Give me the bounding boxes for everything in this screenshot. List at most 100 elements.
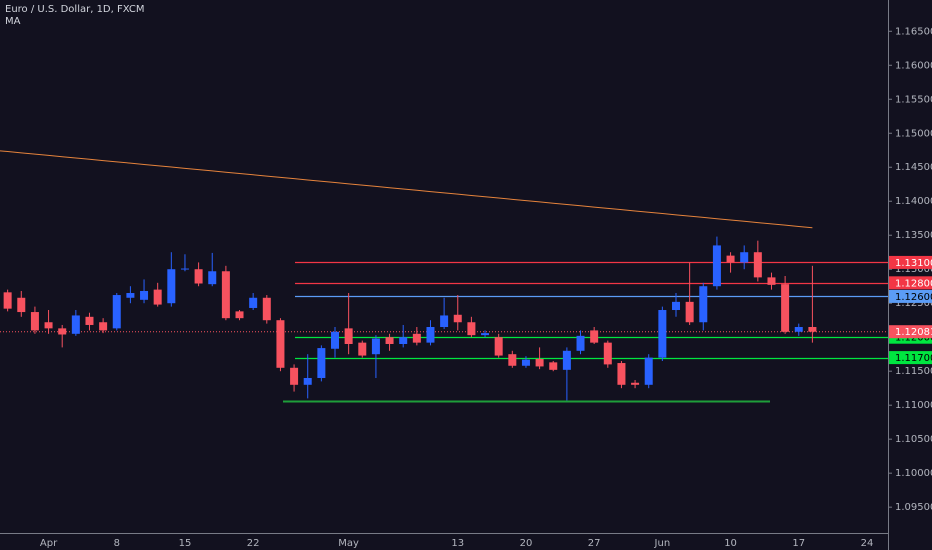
candle-body [481,333,490,336]
y-tick-label: 1.14500 [895,162,932,173]
candle-body [262,297,271,321]
x-tick-label: Apr [40,538,58,549]
candle-body [126,293,135,298]
y-tick-label: 1.11500 [895,366,932,377]
last-price-label: 1.12081 [895,327,932,338]
candle-body [535,358,544,367]
candle-body [58,328,67,335]
candle-body [44,322,53,329]
x-tick-label: 20 [520,538,533,549]
x-tick-label: 24 [861,538,874,549]
candle-body [576,335,585,351]
last-price-label-bg [889,325,932,339]
candle-body [521,359,530,366]
x-tick-label: 17 [792,538,805,549]
level-price-label-bg [889,276,932,290]
level-price-label-bg [889,351,932,365]
candle-body [344,328,353,345]
candle-body [644,357,653,385]
level-price-label-bg [889,255,932,269]
y-tick-label: 1.10000 [895,468,932,479]
candle-body [440,315,449,328]
candle-body [658,310,667,358]
x-tick-label: 8 [114,538,120,549]
candle-body [167,269,176,304]
candle-body [562,350,571,370]
candle-body [672,301,680,311]
candle-body [85,316,94,325]
candle-body [385,337,394,345]
level-price-label: 1.12800 [895,278,932,289]
chart-title: Euro / U.S. Dollar, 1D, FXCM [5,4,144,15]
candle-body [153,289,162,305]
candle-body [426,327,435,343]
x-tick-label: May [338,538,359,549]
x-tick-label: 15 [179,538,192,549]
plot-area [0,150,888,403]
candle-body [303,377,312,385]
candle-body [140,290,149,300]
candle-body [699,286,708,323]
level-price-label-bg [889,289,932,303]
candle-body [208,271,217,285]
candle-body [453,314,462,323]
candle-body [631,382,640,385]
candle-body [767,277,776,285]
legend-entry: MA [5,16,21,27]
candle-body [712,245,721,287]
candle-body [794,327,803,332]
candle-body [808,327,817,332]
candle-body [508,354,517,366]
candle-body [317,348,326,378]
x-tick-label: 10 [724,538,737,549]
level-price-label: 1.11700 [895,353,932,364]
candle-body [590,330,599,343]
candle-body [194,269,203,284]
y-tick-label: 1.14000 [895,196,932,207]
candle-body [249,297,258,308]
candle-body [399,337,408,345]
y-tick-label: 1.16500 [895,26,932,37]
candle-body [467,322,476,336]
x-tick-label: 13 [451,538,464,549]
candle-body [781,284,790,332]
y-tick-label: 1.09500 [895,502,932,513]
candle-body [99,322,108,331]
y-tick-label: 1.10500 [895,434,932,445]
x-tick-label: 27 [588,538,601,549]
y-tick-label: 1.16000 [895,60,932,71]
y-tick-label: 1.15500 [895,94,932,105]
candle-body [494,337,503,356]
candle-body [740,252,749,263]
candle-body [358,342,367,356]
candle-body [112,295,121,329]
y-tick-label: 1.13500 [895,230,932,241]
candle-body [3,292,12,309]
candle-body [71,315,80,334]
candle-body [617,363,626,385]
moving-average-line [0,150,813,229]
candle-body [235,311,244,319]
candle-body [371,338,380,355]
candle-body [412,333,421,343]
candle-body [180,268,189,270]
candle-body [685,301,694,323]
level-price-label: 1.12600 [895,292,932,303]
y-tick-label: 1.13000 [895,264,932,275]
y-tick-label: 1.11000 [895,400,932,411]
candle-body [331,331,339,349]
candle-body [17,297,26,313]
candle-body [30,312,39,331]
level-price-label: 1.13100 [895,258,932,269]
y-tick-label: 1.15000 [895,128,932,139]
y-tick-label: 1.12500 [895,298,932,309]
level-price-label: 1.12000 [895,333,932,344]
candle-body [753,252,762,278]
x-tick-label: 22 [247,538,260,549]
candle-body [603,342,612,365]
candle-body [276,320,285,368]
candle-body [549,362,558,370]
